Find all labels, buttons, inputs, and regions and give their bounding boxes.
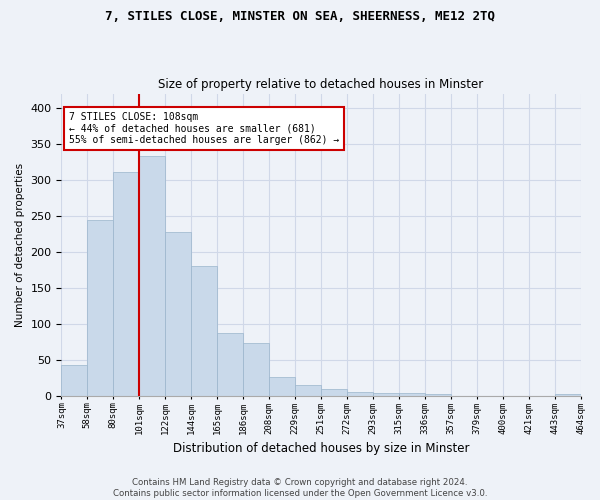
Bar: [269, 377, 295, 396]
Bar: [113, 172, 139, 396]
Bar: [139, 156, 165, 396]
Bar: [165, 232, 191, 396]
Bar: [243, 344, 269, 396]
Bar: [347, 392, 373, 396]
Title: Size of property relative to detached houses in Minster: Size of property relative to detached ho…: [158, 78, 484, 91]
Y-axis label: Number of detached properties: Number of detached properties: [15, 162, 25, 327]
Bar: [61, 365, 88, 396]
Bar: [88, 220, 113, 396]
Text: Contains HM Land Registry data © Crown copyright and database right 2024.
Contai: Contains HM Land Registry data © Crown c…: [113, 478, 487, 498]
Text: 7 STILES CLOSE: 108sqm
← 44% of detached houses are smaller (681)
55% of semi-de: 7 STILES CLOSE: 108sqm ← 44% of detached…: [69, 112, 340, 144]
Bar: [295, 385, 321, 396]
Bar: [425, 394, 451, 396]
Bar: [321, 390, 347, 396]
Bar: [399, 393, 425, 396]
Bar: [373, 393, 399, 396]
Text: 7, STILES CLOSE, MINSTER ON SEA, SHEERNESS, ME12 2TQ: 7, STILES CLOSE, MINSTER ON SEA, SHEERNE…: [105, 10, 495, 23]
X-axis label: Distribution of detached houses by size in Minster: Distribution of detached houses by size …: [173, 442, 469, 455]
Bar: [217, 332, 243, 396]
Bar: [191, 266, 217, 396]
Bar: [554, 394, 581, 396]
